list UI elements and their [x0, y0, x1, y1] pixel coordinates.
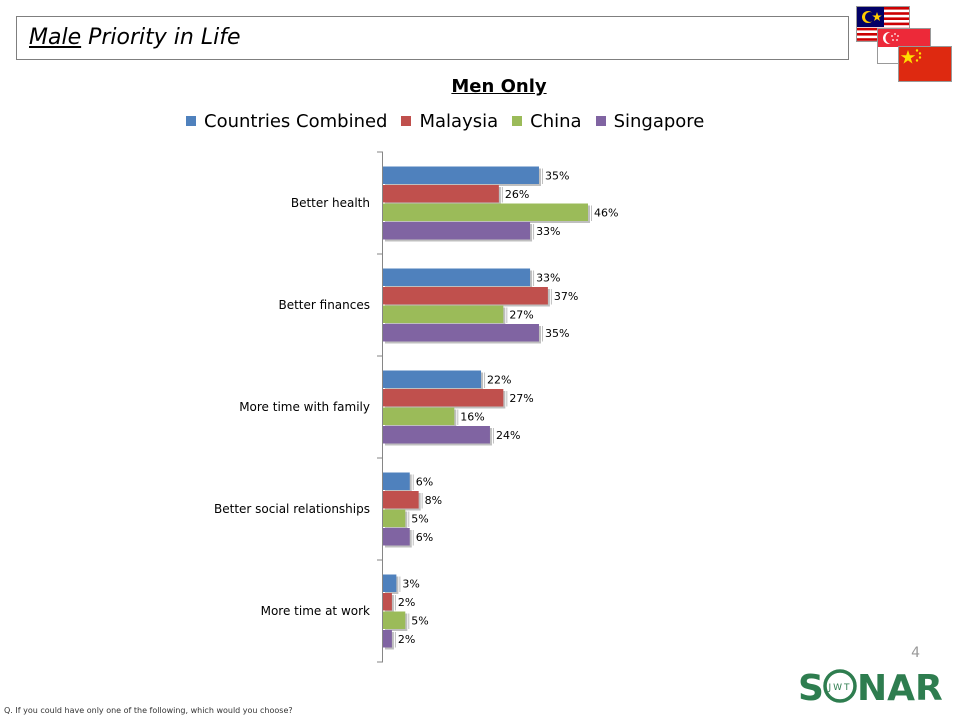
- data-label: 6%: [416, 531, 433, 544]
- legend-swatch: [401, 116, 412, 126]
- data-label: 33%: [536, 271, 560, 284]
- legend-label: Malaysia: [419, 110, 499, 132]
- svg-text:JWT: JWT: [827, 683, 851, 693]
- data-label-shadow: [533, 270, 535, 286]
- bar: [383, 203, 588, 221]
- data-label-shadow: [412, 530, 414, 546]
- data-label-shadow: [408, 511, 410, 527]
- data-label-shadow: [506, 391, 508, 407]
- data-label: 2%: [398, 596, 415, 609]
- bar: [383, 593, 392, 611]
- data-label: 24%: [496, 429, 520, 442]
- data-label: 37%: [554, 290, 578, 303]
- data-label: 2%: [398, 633, 415, 646]
- data-label: 8%: [425, 494, 442, 507]
- bar: [383, 305, 504, 323]
- category-label: Better social relationships: [214, 502, 370, 516]
- slide-title: Male Priority in Life: [29, 25, 241, 50]
- bar: [383, 574, 397, 592]
- data-label: 6%: [416, 475, 433, 488]
- data-label-shadow: [399, 576, 401, 592]
- svg-text:NAR: NAR: [857, 668, 943, 708]
- data-label-shadow: [541, 168, 543, 184]
- data-label: 35%: [545, 169, 569, 182]
- category-label: Better finances: [278, 298, 370, 312]
- bar: [383, 611, 406, 629]
- data-label-shadow: [591, 205, 592, 221]
- data-label: 22%: [487, 373, 511, 386]
- bar: [383, 166, 539, 184]
- bar: [383, 389, 504, 407]
- category-label: More time with family: [239, 400, 370, 414]
- data-label: 5%: [411, 614, 428, 627]
- page-number: 4: [911, 645, 920, 661]
- legend-swatch: [512, 116, 523, 126]
- category-label: More time at work: [261, 604, 370, 618]
- bar: [383, 528, 410, 546]
- category-label: Better health: [291, 196, 370, 210]
- data-label: 3%: [402, 577, 419, 590]
- data-label: 33%: [536, 225, 560, 238]
- data-label-shadow: [533, 224, 535, 240]
- data-label: 5%: [411, 512, 428, 525]
- bar: [383, 222, 531, 240]
- legend-swatch: [595, 116, 606, 126]
- data-label-shadow: [501, 187, 503, 203]
- bar: [383, 324, 539, 342]
- legend-item: China: [512, 110, 582, 132]
- data-label-shadow: [541, 326, 543, 342]
- bar: [383, 426, 490, 444]
- data-label-shadow: [394, 595, 396, 611]
- chart-title: Men Only: [451, 76, 547, 97]
- bar: [383, 268, 531, 286]
- legend-label: Countries Combined: [204, 110, 388, 132]
- data-label-shadow: [492, 428, 494, 444]
- bar: [383, 407, 455, 425]
- data-label-shadow: [457, 409, 459, 425]
- legend-item: Countries Combined: [186, 111, 387, 132]
- data-label-shadow: [484, 372, 486, 388]
- svg-text:S: S: [798, 668, 824, 708]
- data-label: 26%: [505, 188, 529, 201]
- data-label: 27%: [509, 308, 533, 321]
- bar: [383, 370, 482, 388]
- bar: [383, 491, 419, 509]
- slide-title-box: Male Priority in Life: [16, 16, 849, 60]
- data-label-shadow: [412, 474, 414, 490]
- legend-label: Singapore: [613, 110, 705, 132]
- slide-title-rest: Priority in Life: [81, 25, 241, 50]
- legend-label: China: [530, 110, 582, 132]
- data-label-shadow: [408, 613, 410, 629]
- sonar-jwt-logo: S JWT NAR: [796, 660, 944, 709]
- data-label: 16%: [460, 410, 484, 423]
- bar: [383, 630, 392, 648]
- legend-swatch: [186, 116, 196, 126]
- data-label-shadow: [394, 632, 396, 648]
- bar: [383, 509, 406, 527]
- data-label-shadow: [421, 493, 423, 509]
- bar: [383, 287, 548, 305]
- data-label-shadow: [506, 307, 508, 323]
- question-footnote: Q. If you could have only one of the fol…: [4, 706, 293, 715]
- bar: [383, 185, 499, 203]
- chart-legend: Countries Combined Malaysia China Singapore: [186, 109, 704, 133]
- data-label: 27%: [509, 392, 533, 405]
- legend-item: Singapore: [595, 110, 705, 132]
- data-label: 35%: [545, 327, 569, 340]
- legend-item: Malaysia: [401, 111, 498, 132]
- slide-title-underlined: Male: [29, 25, 82, 50]
- china-flag-icon: [898, 46, 952, 82]
- data-label-shadow: [550, 289, 552, 305]
- data-label: 46%: [594, 206, 618, 219]
- bar: [383, 472, 410, 490]
